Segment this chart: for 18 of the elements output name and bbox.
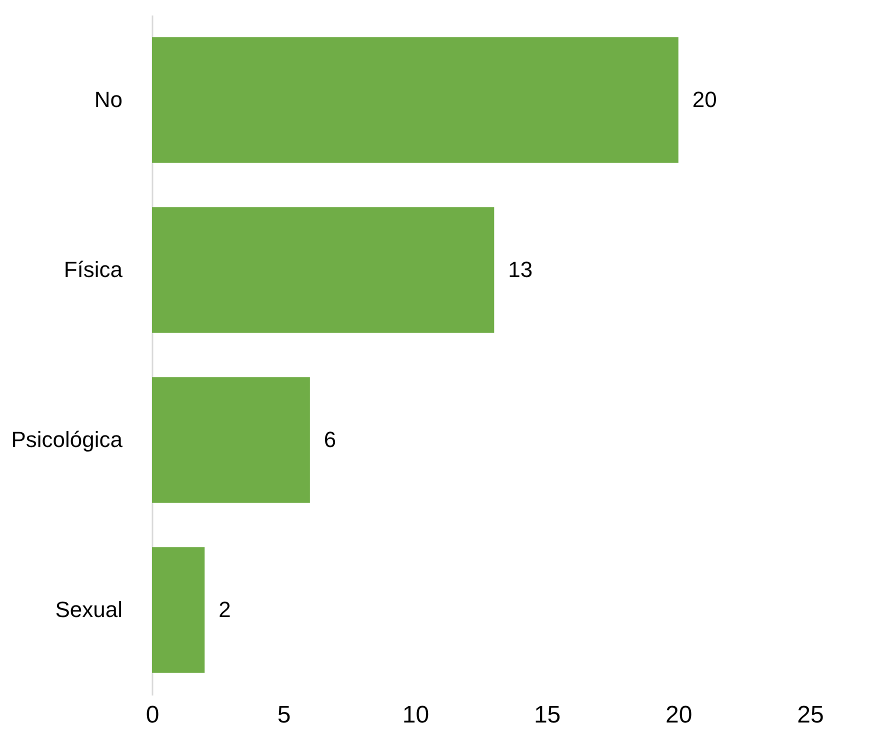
bar: [152, 207, 494, 333]
x-tick-label: 15: [534, 702, 561, 728]
y-tick-label: Psicológica: [11, 427, 124, 452]
bar: [152, 547, 205, 673]
bar: [152, 377, 310, 503]
y-tick-label: Física: [64, 257, 124, 282]
x-tick-label: 20: [666, 702, 692, 728]
y-tick-label: No: [94, 87, 122, 112]
data-label: 13: [508, 257, 533, 282]
bar: [152, 37, 678, 163]
data-label: 6: [324, 427, 336, 452]
data-label: 2: [218, 597, 231, 622]
data-label: 20: [692, 87, 717, 112]
x-tick-label: 25: [797, 702, 824, 728]
x-tick-label: 5: [277, 702, 291, 728]
x-tick-label: 10: [402, 702, 430, 728]
y-tick-label: Sexual: [55, 597, 122, 622]
x-tick-label: 0: [146, 702, 160, 728]
